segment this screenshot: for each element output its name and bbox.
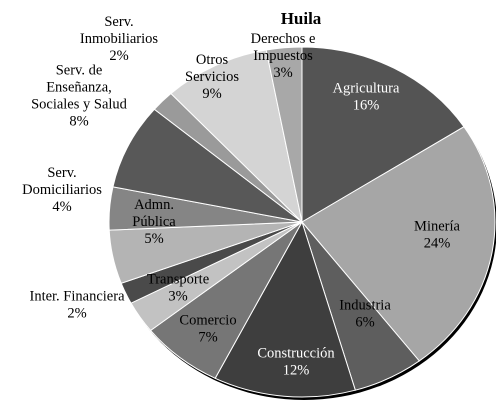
slice-percent-label: 16%: [353, 98, 380, 114]
slice-label: Derechos e Impuestos 3%: [251, 31, 316, 81]
slice-percent-label: 5%: [144, 231, 163, 247]
slice-label: Transporte 3%: [147, 272, 209, 305]
pie-labels: Agricultura 16%Minería 24%Industria 6%Const…: [22, 14, 460, 379]
pie-slices: [108, 46, 496, 398]
slice-percent-label: 3%: [273, 65, 292, 81]
slice-name-label: Construcción: [257, 346, 335, 362]
slice-name-label: Pública: [132, 214, 176, 230]
slice-name-label: Servicios: [185, 69, 239, 85]
slice-label: Otros Servicios 9%: [185, 52, 239, 102]
slice-name-label: Agricultura: [333, 81, 400, 97]
slice-name-label: Inter. Financiera: [29, 289, 125, 305]
slice-name-label: Domiciliarios: [22, 182, 102, 198]
slice-percent-label: 2%: [109, 48, 128, 64]
slice-name-label: Derechos e: [251, 31, 316, 47]
slice-label: Inter. Financiera 2%: [29, 289, 125, 322]
slice-name-label: Industria: [339, 298, 391, 314]
slice-name-label: Enseñanza,: [46, 80, 112, 96]
slice-name-label: Otros: [196, 52, 229, 68]
slice-name-label: Inmobiliarios: [80, 31, 158, 47]
slice-percent-label: 3%: [168, 289, 187, 305]
slice-label: Minería 24%: [414, 219, 460, 252]
slice-percent-label: 12%: [283, 363, 310, 379]
slice-label: Comercio 7%: [179, 313, 236, 346]
slice-label: Agricultura 16%: [333, 81, 400, 114]
slice-label: Construcción 12%: [257, 346, 335, 379]
pie-slice-derechos-e-impuestos: [265, 46, 303, 223]
slice-percent-label: 8%: [69, 114, 88, 130]
slice-label: Industria 6%: [339, 298, 391, 331]
slice-name-label: Sociales y Salud: [31, 97, 128, 113]
slice-percent-label: 6%: [355, 315, 374, 331]
slice-name-label: Comercio: [179, 313, 236, 329]
pie-slice-construcción: [214, 220, 356, 398]
slice-percent-label: 9%: [202, 86, 221, 102]
slice-percent-label: 4%: [52, 199, 71, 215]
slice-percent-label: 7%: [198, 330, 217, 346]
pie-slice-serv-de-enseñanza-sociales-y-salud: [112, 108, 303, 223]
chart-title: Huila: [281, 9, 322, 28]
slice-label: Serv. de Enseñanza, Sociales y Salud 8%: [31, 63, 128, 130]
slice-name-label: Serv. de: [56, 63, 103, 79]
pie-slice-minería: [301, 126, 496, 362]
slice-percent-label: 24%: [424, 236, 451, 252]
slice-name-label: Minería: [414, 219, 460, 235]
slice-label: Admn. Pública 5%: [132, 197, 176, 247]
slice-label: Serv. Inmobiliarios 2%: [80, 14, 158, 64]
slice-name-label: Serv.: [47, 165, 76, 181]
slice-percent-label: 2%: [67, 306, 86, 322]
slice-name-label: Transporte: [147, 272, 209, 288]
pie-slice-otros-servicios: [170, 49, 303, 224]
pie-slice-agricultura: [301, 46, 465, 223]
slice-name-label: Admn.: [134, 197, 174, 213]
slice-label: Serv. Domiciliarios 4%: [22, 165, 102, 215]
slice-name-label: Serv.: [104, 14, 133, 30]
slice-name-label: Impuestos: [253, 48, 313, 64]
